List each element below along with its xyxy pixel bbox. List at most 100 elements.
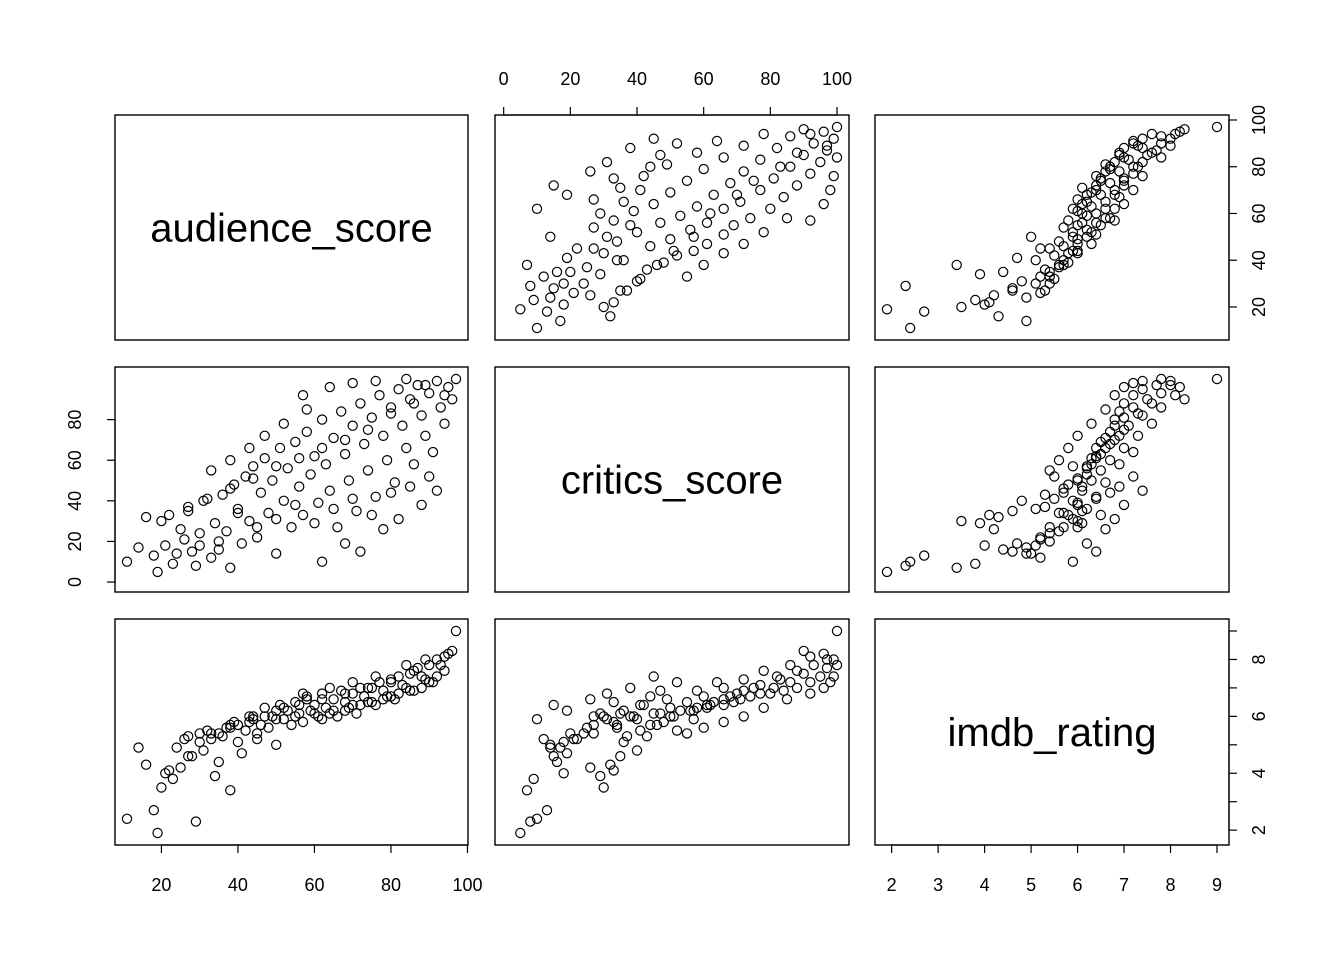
point-audience_score-vs-critics_score-44: [648, 198, 659, 210]
point-imdb_rating-vs-critics_score-68: [771, 671, 783, 682]
tick-label-right-audience_score-4: 100: [1249, 105, 1269, 135]
point-imdb_rating-vs-critics_score-114: [805, 651, 816, 662]
point-critics_score-vs-audience_score-16: [217, 489, 228, 500]
point-audience_score-vs-critics_score-97: [548, 180, 559, 191]
point-audience_score-vs-critics_score-41: [628, 205, 639, 217]
point-audience_score-vs-critics_score-91: [548, 283, 559, 294]
point-critics_score-vs-audience_score-115: [408, 398, 420, 409]
point-imdb_rating-vs-audience_score-111: [370, 671, 381, 682]
point-imdb_rating-vs-critics_score-22: [671, 725, 683, 736]
point-audience_score-vs-imdb_rating-20: [1030, 255, 1041, 266]
point-imdb_rating-vs-critics_score-115: [791, 665, 803, 677]
point-imdb_rating-vs-critics_score-102: [781, 694, 793, 705]
point-imdb_rating-vs-critics_score-78: [611, 719, 623, 731]
point-audience_score-vs-critics_score-68: [771, 142, 783, 154]
point-imdb_rating-vs-critics_score-0: [531, 813, 543, 825]
point-imdb_rating-vs-audience_score-72: [431, 654, 443, 665]
point-audience_score-vs-critics_score-73: [785, 131, 796, 142]
point-audience_score-vs-imdb_rating-115: [1146, 147, 1158, 158]
point-audience_score-vs-critics_score-105: [718, 247, 729, 259]
point-imdb_rating-vs-audience_score-57: [374, 677, 385, 688]
point-imdb_rating-vs-critics_score-6: [608, 765, 619, 776]
point-critics_score-vs-audience_score-118: [339, 434, 351, 446]
point-critics_score-vs-imdb_rating-34: [1058, 522, 1069, 533]
point-imdb_rating-vs-critics_score-123: [651, 719, 663, 731]
point-audience_score-vs-imdb_rating-98: [1100, 166, 1111, 177]
point-audience_score-vs-imdb_rating-16: [1039, 264, 1051, 275]
point-audience_score-vs-imdb_rating-10: [900, 280, 911, 292]
point-critics_score-vs-audience_score-108: [297, 390, 309, 401]
point-audience_score-vs-critics_score-84: [635, 184, 646, 196]
point-audience_score-vs-critics_score-102: [781, 212, 793, 224]
point-critics_score-vs-audience_score-32: [278, 495, 289, 506]
tick-label-bottom-audience_score-3: 80: [381, 875, 401, 895]
point-audience_score-vs-critics_score-70: [808, 138, 819, 149]
point-imdb_rating-vs-critics_score-95: [531, 714, 543, 725]
point-imdb_rating-vs-critics_score-74: [758, 665, 769, 677]
point-audience_score-vs-critics_score-78: [611, 255, 623, 266]
point-imdb_rating-vs-critics_score-103: [758, 702, 769, 714]
point-imdb_rating-vs-audience_score-37: [297, 716, 309, 728]
point-critics_score-vs-audience_score-86: [385, 487, 397, 498]
point-imdb_rating-vs-critics_score-7: [545, 742, 556, 753]
point-critics_score-vs-imdb_rating-78: [1058, 507, 1069, 519]
point-audience_score-vs-imdb_rating-123: [1058, 259, 1069, 271]
point-critics_score-vs-imdb_rating-124: [1049, 493, 1060, 504]
point-audience_score-vs-critics_score-49: [665, 187, 676, 198]
point-critics_score-vs-audience_score-77: [450, 373, 462, 385]
point-audience_score-vs-imdb_rating-77: [1211, 121, 1223, 133]
point-imdb_rating-vs-audience_score-0: [121, 813, 133, 825]
point-imdb_rating-vs-critics_score-11: [578, 728, 589, 739]
point-critics_score-vs-imdb_rating-98: [1100, 524, 1111, 535]
point-critics_score-vs-audience_score-43: [320, 459, 332, 470]
point-critics_score-vs-imdb_rating-6: [984, 509, 995, 521]
point-critics_score-vs-imdb_rating-12: [1016, 495, 1028, 506]
point-imdb_rating-vs-audience_score-116: [385, 674, 397, 685]
point-audience_score-vs-imdb_rating-15: [998, 266, 1009, 278]
point-audience_score-vs-critics_score-114: [805, 128, 816, 140]
tick-label-left-critics_score-4: 80: [65, 410, 85, 430]
point-audience_score-vs-imdb_rating-109: [1118, 198, 1130, 210]
point-critics_score-vs-audience_score-109: [324, 381, 335, 393]
point-critics_score-vs-imdb_rating-106: [1053, 455, 1065, 466]
point-audience_score-vs-imdb_rating-9: [1007, 285, 1018, 296]
point-imdb_rating-vs-audience_score-74: [439, 665, 450, 677]
point-audience_score-vs-critics_score-77: [831, 121, 843, 133]
point-audience_score-vs-critics_score-69: [738, 140, 749, 151]
point-imdb_rating-vs-audience_score-9: [182, 751, 194, 762]
point-critics_score-vs-audience_score-80: [271, 513, 282, 525]
point-critics_score-vs-audience_score-95: [316, 556, 328, 567]
point-imdb_rating-vs-critics_score-25: [571, 733, 583, 745]
point-imdb_rating-vs-critics_score-83: [618, 705, 629, 716]
point-audience_score-vs-imdb_rating-83: [1081, 196, 1093, 207]
point-imdb_rating-vs-audience_score-104: [259, 711, 270, 722]
point-imdb_rating-vs-audience_score-62: [393, 671, 404, 682]
point-imdb_rating-vs-audience_score-96: [339, 705, 351, 716]
point-imdb_rating-vs-audience_score-82: [309, 708, 320, 719]
point-critics_score-vs-imdb_rating-120: [1090, 453, 1102, 464]
point-critics_score-vs-imdb_rating-85: [1095, 509, 1107, 521]
point-critics_score-vs-audience_score-48: [339, 448, 351, 460]
point-audience_score-vs-critics_score-42: [765, 203, 776, 214]
point-imdb_rating-vs-critics_score-101: [648, 671, 659, 682]
tick-label-bottom-imdb_rating-6: 8: [1166, 875, 1176, 895]
point-imdb_rating-vs-critics_score-28: [611, 722, 623, 733]
panel-imdb_rating-vs-critics_score: [494, 618, 850, 846]
point-audience_score-vs-imdb_rating-63: [1123, 154, 1134, 165]
point-imdb_rating-vs-critics_score-21: [561, 748, 573, 759]
point-imdb_rating-vs-critics_score-40: [705, 699, 716, 711]
point-imdb_rating-vs-audience_score-97: [355, 699, 366, 711]
point-critics_score-vs-imdb_rating-115: [1146, 398, 1158, 409]
point-audience_score-vs-critics_score-0: [531, 322, 543, 334]
point-imdb_rating-vs-audience_score-80: [271, 714, 282, 725]
point-critics_score-vs-audience_score-46: [332, 522, 343, 533]
point-imdb_rating-vs-critics_score-67: [821, 662, 833, 674]
point-imdb_rating-vs-audience_score-27: [259, 702, 270, 714]
point-critics_score-vs-imdb_rating-13: [1035, 552, 1046, 563]
point-imdb_rating-vs-critics_score-45: [735, 694, 746, 705]
point-imdb_rating-vs-audience_score-76: [447, 645, 458, 657]
point-audience_score-vs-critics_score-17: [581, 262, 593, 273]
point-audience_score-vs-critics_score-2: [605, 311, 616, 322]
point-critics_score-vs-imdb_rating-121: [1081, 461, 1093, 472]
point-imdb_rating-vs-critics_score-14: [595, 770, 606, 782]
